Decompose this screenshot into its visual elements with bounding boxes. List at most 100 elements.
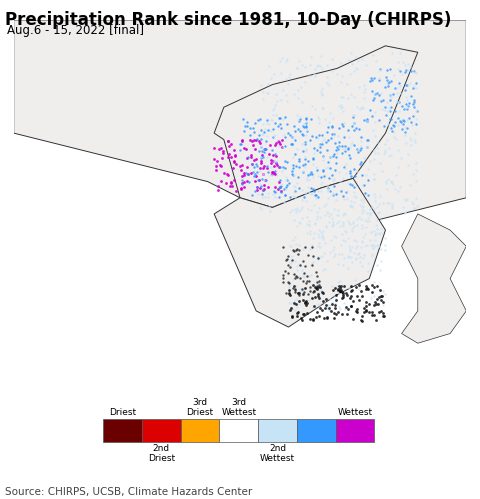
Point bbox=[370, 90, 378, 98]
Point bbox=[358, 103, 366, 111]
Point bbox=[382, 246, 389, 253]
Point bbox=[412, 120, 420, 128]
Point bbox=[379, 292, 386, 300]
Point bbox=[334, 211, 341, 219]
Point bbox=[384, 175, 392, 183]
Point bbox=[238, 138, 245, 146]
Point bbox=[286, 305, 293, 313]
Point bbox=[339, 192, 347, 200]
Point bbox=[402, 208, 409, 216]
Point bbox=[320, 172, 327, 180]
Point bbox=[217, 144, 225, 152]
Point bbox=[407, 118, 415, 126]
Point bbox=[302, 115, 310, 123]
Point bbox=[381, 148, 389, 156]
Point bbox=[376, 66, 384, 74]
Point bbox=[283, 75, 290, 83]
Point bbox=[391, 133, 398, 141]
Point bbox=[320, 298, 328, 306]
Point bbox=[339, 261, 347, 269]
Point bbox=[358, 221, 365, 229]
Point bbox=[412, 160, 420, 168]
Point bbox=[404, 60, 412, 68]
Point bbox=[250, 156, 258, 164]
Point bbox=[316, 304, 324, 312]
Point bbox=[386, 96, 394, 104]
Point bbox=[326, 306, 334, 314]
Point bbox=[395, 187, 402, 195]
Point bbox=[281, 157, 288, 165]
Point bbox=[396, 183, 404, 191]
Point bbox=[325, 212, 333, 220]
Point bbox=[300, 193, 308, 201]
Point bbox=[348, 286, 356, 294]
Point bbox=[340, 282, 348, 290]
Point bbox=[219, 147, 227, 155]
Point bbox=[321, 212, 328, 220]
Point bbox=[408, 121, 416, 129]
Point bbox=[355, 83, 363, 91]
Point bbox=[246, 124, 253, 132]
Point bbox=[270, 187, 277, 195]
Point bbox=[283, 256, 290, 264]
Point bbox=[330, 150, 338, 158]
Point bbox=[309, 102, 316, 110]
Point bbox=[311, 191, 319, 199]
Point bbox=[356, 253, 363, 261]
Point bbox=[403, 93, 410, 101]
Point bbox=[302, 279, 310, 287]
Point bbox=[271, 131, 278, 139]
Point bbox=[370, 292, 377, 300]
Point bbox=[244, 170, 252, 178]
Point bbox=[305, 217, 312, 225]
Point bbox=[372, 57, 380, 65]
Point bbox=[285, 179, 293, 187]
Point bbox=[336, 282, 343, 290]
Point bbox=[298, 316, 306, 324]
Point bbox=[320, 249, 328, 257]
Point bbox=[237, 140, 244, 148]
Point bbox=[371, 311, 378, 319]
Point bbox=[237, 184, 245, 192]
Point bbox=[256, 139, 264, 147]
Point bbox=[313, 166, 321, 174]
Point bbox=[348, 224, 356, 232]
Point bbox=[339, 122, 347, 130]
Point bbox=[306, 283, 314, 291]
Point bbox=[227, 179, 235, 187]
Point bbox=[283, 176, 291, 184]
Point bbox=[290, 299, 298, 307]
Point bbox=[264, 89, 272, 97]
Point bbox=[304, 171, 312, 179]
Point bbox=[292, 282, 300, 290]
Point bbox=[373, 242, 381, 250]
Point bbox=[377, 225, 384, 233]
Point bbox=[350, 119, 358, 127]
Point bbox=[345, 151, 353, 159]
Point bbox=[273, 136, 281, 144]
Point bbox=[299, 270, 307, 278]
Point bbox=[341, 210, 348, 218]
Point bbox=[301, 284, 309, 292]
Point bbox=[243, 154, 251, 162]
Point bbox=[323, 222, 330, 230]
Point bbox=[223, 179, 230, 187]
Point bbox=[299, 246, 307, 253]
Point bbox=[333, 149, 341, 157]
Point bbox=[250, 128, 258, 136]
Point bbox=[265, 62, 273, 70]
Point bbox=[258, 190, 266, 198]
Point bbox=[288, 256, 296, 264]
Point bbox=[342, 160, 350, 168]
Point bbox=[301, 78, 309, 86]
Point bbox=[384, 79, 392, 87]
Point bbox=[276, 114, 284, 122]
Point bbox=[330, 252, 337, 260]
Text: Precipitation Rank since 1981, 10-Day (CHIRPS): Precipitation Rank since 1981, 10-Day (C… bbox=[5, 11, 451, 29]
Point bbox=[256, 147, 264, 155]
Text: 3rd
Driest: 3rd Driest bbox=[187, 398, 214, 417]
Point bbox=[277, 182, 285, 190]
Point bbox=[374, 149, 382, 157]
Point bbox=[288, 251, 296, 259]
Point bbox=[333, 296, 340, 304]
